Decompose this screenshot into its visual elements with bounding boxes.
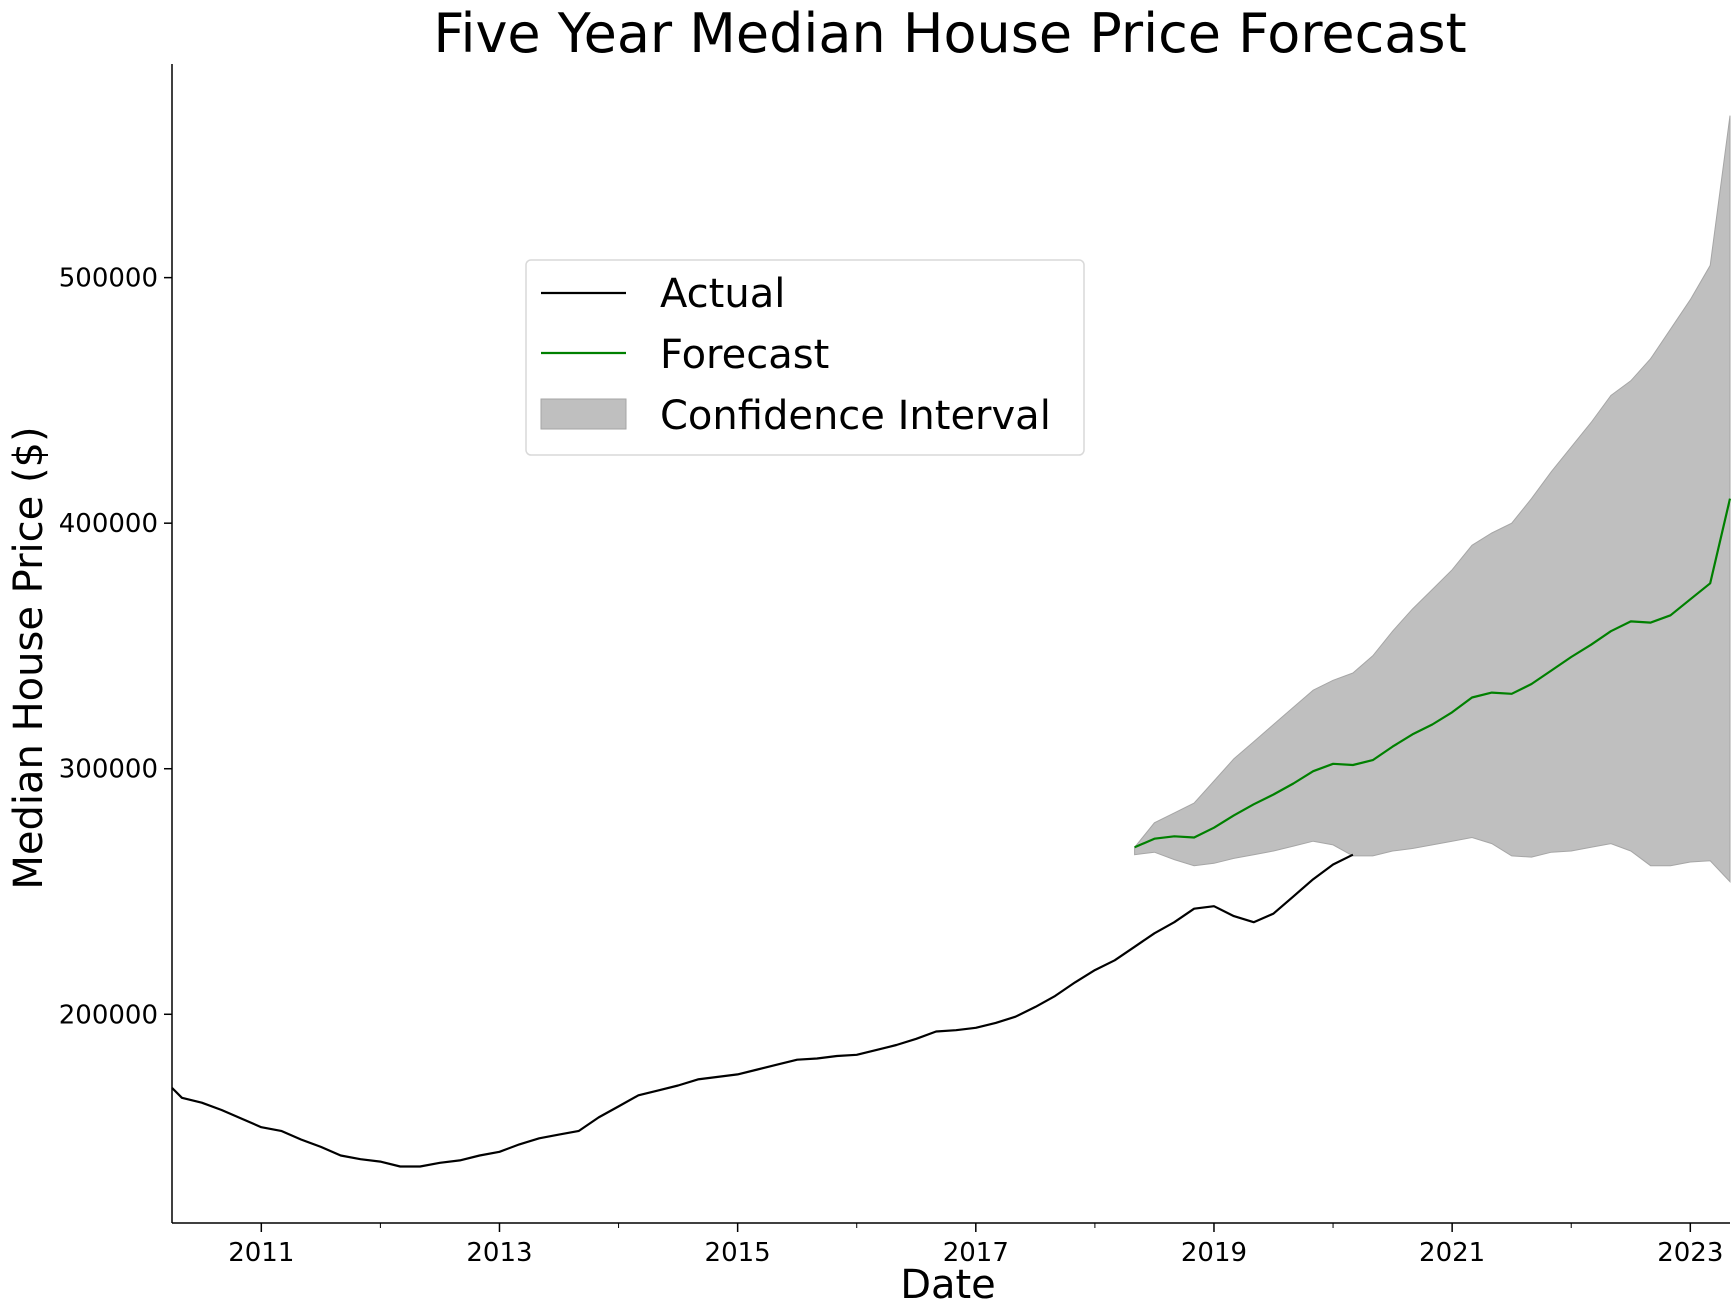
x-tick-label: 2019	[1181, 1238, 1247, 1268]
legend: Actual Forecast Confidence Interval	[525, 259, 1085, 456]
legend-confidence-label: Confidence Interval	[660, 393, 1051, 439]
confidence-interval-band	[1134, 115, 1731, 883]
chart-title: Five Year Median House Price Forecast	[433, 2, 1466, 65]
series-line-actual	[171, 853, 1354, 1168]
legend-actual-label: Actual	[660, 271, 785, 317]
legend-confidence-swatch	[540, 398, 627, 430]
plot-area: 200000 300000 400000 500000 2011 2013 2015 2017…	[59, 64, 1732, 1268]
x-axis-title: Date	[900, 1262, 996, 1308]
x-tick-label: 2021	[1419, 1238, 1485, 1268]
x-tick-label: 2011	[228, 1238, 294, 1268]
series-line-forecast	[1134, 498, 1732, 849]
y-axis-title: Median House Price ($)	[6, 426, 52, 889]
y-tick-label: 300000	[59, 755, 158, 785]
x-tick-label: 2023	[1657, 1238, 1723, 1268]
y-tick-label: 500000	[59, 264, 158, 294]
legend-forecast-label: Forecast	[660, 332, 829, 378]
x-tick-label: 2015	[705, 1238, 771, 1268]
x-tick-label: 2013	[466, 1238, 532, 1268]
y-tick-label: 400000	[59, 509, 158, 539]
y-tick-label: 200000	[59, 1000, 158, 1030]
legend-frame	[525, 259, 1085, 456]
x-tick-label: 2017	[943, 1238, 1009, 1268]
